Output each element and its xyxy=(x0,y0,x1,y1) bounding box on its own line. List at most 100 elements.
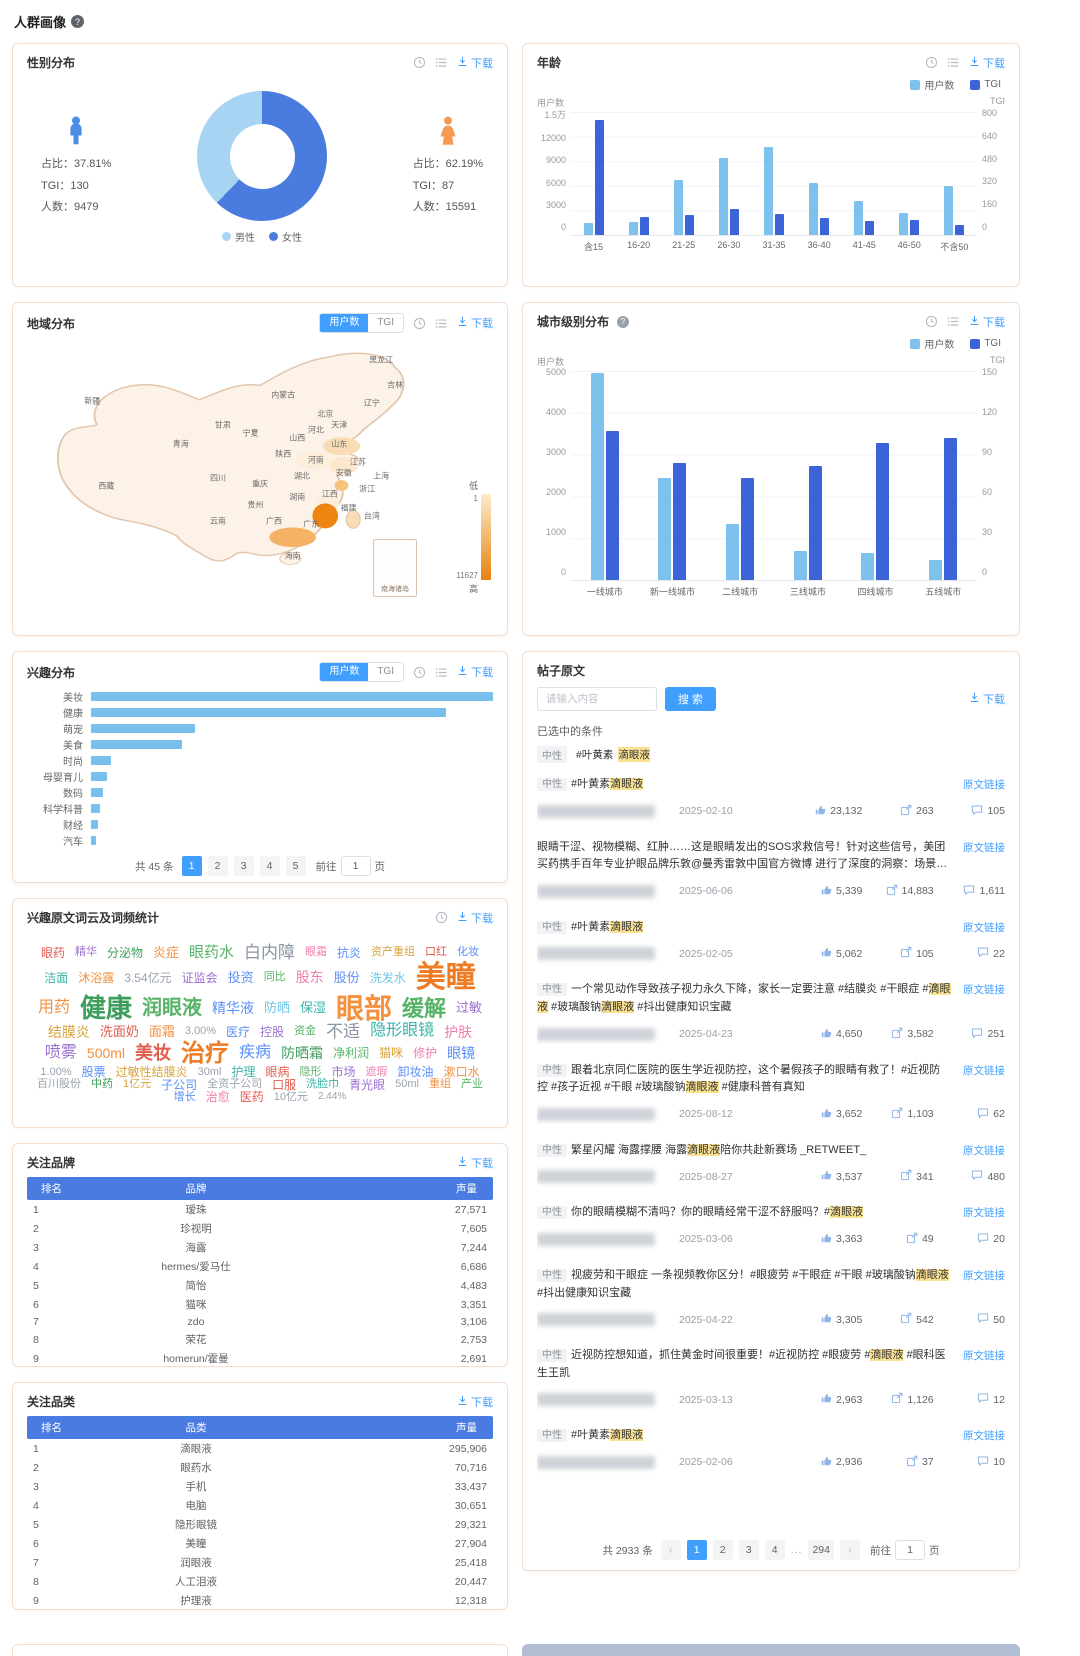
original-link[interactable]: 原文链接 xyxy=(963,921,1005,934)
cloud-word: 30ml xyxy=(197,1065,222,1078)
female-tgi: TGI：87 xyxy=(412,179,455,192)
like-count: 2,963 xyxy=(836,1393,863,1406)
comment-icon[interactable] xyxy=(977,1232,989,1247)
page-button[interactable]: 1 xyxy=(686,1540,707,1560)
original-link[interactable]: 原文链接 xyxy=(963,1350,1005,1363)
share-icon[interactable] xyxy=(900,946,912,961)
like-icon[interactable] xyxy=(820,1455,832,1470)
original-link[interactable]: 原文链接 xyxy=(963,984,1005,997)
female-stats: 占比：62.19% TGI：87 人数：15591 xyxy=(413,116,483,218)
province-label: 上海 xyxy=(373,471,390,481)
clock-icon[interactable] xyxy=(925,56,938,69)
search-input[interactable] xyxy=(537,687,657,711)
china-map[interactable]: 南海诸岛 低 1 11627 高 黑龙江 吉林 辽宁 内蒙古 新疆 北京 天津 河北 山西 山东 宁… xyxy=(27,339,493,607)
list-icon[interactable] xyxy=(947,56,960,69)
original-link[interactable]: 原文链接 xyxy=(963,779,1005,791)
like-icon[interactable] xyxy=(820,1169,832,1184)
comment-icon[interactable] xyxy=(977,1455,989,1470)
like-icon[interactable] xyxy=(820,946,832,961)
y-tick-label: 6000 xyxy=(545,177,566,188)
share-icon[interactable] xyxy=(891,1107,903,1122)
toggle-users[interactable]: 用户数 xyxy=(320,663,369,681)
cloud-word: 眼病 xyxy=(265,1064,290,1079)
original-link[interactable]: 原文链接 xyxy=(963,1430,1005,1443)
original-link[interactable]: 原文链接 xyxy=(963,1064,1005,1077)
download-button[interactable]: 下载 xyxy=(457,315,493,331)
like-icon[interactable] xyxy=(820,1027,832,1042)
like-icon[interactable] xyxy=(820,1232,832,1247)
share-icon[interactable] xyxy=(906,1455,918,1470)
comment-icon[interactable] xyxy=(963,884,975,899)
province-highlight-shanghai xyxy=(334,480,349,491)
bar-group xyxy=(658,371,687,580)
toggle-tgi[interactable]: TGI xyxy=(368,663,403,681)
share-icon[interactable] xyxy=(900,804,912,819)
share-icon[interactable] xyxy=(900,1312,912,1327)
comment-icon[interactable] xyxy=(971,1169,983,1184)
download-button[interactable]: 下载 xyxy=(969,691,1005,707)
original-link[interactable]: 原文链接 xyxy=(963,1269,1005,1282)
share-icon[interactable] xyxy=(900,1169,912,1184)
download-button[interactable]: 下载 xyxy=(457,664,493,680)
bar-group xyxy=(793,371,822,580)
toggle-users[interactable]: 用户数 xyxy=(320,314,369,332)
list-icon[interactable] xyxy=(947,315,960,328)
share-icon[interactable] xyxy=(891,1027,903,1042)
download-button[interactable]: 下载 xyxy=(457,910,493,926)
like-icon[interactable] xyxy=(820,1312,832,1327)
toggle-tgi[interactable]: TGI xyxy=(368,314,403,332)
chip-text: #叶黄素 xyxy=(576,749,614,761)
list-icon[interactable] xyxy=(435,317,448,330)
list-icon[interactable] xyxy=(435,56,448,69)
comment-icon[interactable] xyxy=(971,804,983,819)
download-button[interactable]: 下载 xyxy=(969,55,1005,71)
like-icon[interactable] xyxy=(820,1107,832,1122)
clock-icon[interactable] xyxy=(435,911,448,924)
download-button[interactable]: 下载 xyxy=(969,314,1005,330)
like-icon[interactable] xyxy=(820,884,832,899)
download-button[interactable]: 下载 xyxy=(457,1155,493,1171)
clock-icon[interactable] xyxy=(413,317,426,330)
page-button[interactable]: 4 xyxy=(259,856,280,876)
goto-page-input[interactable] xyxy=(340,856,371,876)
share-icon[interactable] xyxy=(891,1392,903,1407)
comment-icon[interactable] xyxy=(977,1392,989,1407)
interest-category-label: 财经 xyxy=(63,820,83,832)
prev-page-button[interactable]: ‹ xyxy=(660,1540,681,1560)
page-button[interactable]: 4 xyxy=(764,1540,785,1560)
page-button[interactable]: 2 xyxy=(207,856,228,876)
rank-cell: 3 xyxy=(33,1480,39,1493)
name-cell: 滴眼液 xyxy=(180,1443,212,1455)
share-icon[interactable] xyxy=(886,884,898,899)
download-button[interactable]: 下载 xyxy=(457,1394,493,1410)
page-button[interactable]: 5 xyxy=(285,856,306,876)
comment-icon[interactable] xyxy=(977,1312,989,1327)
comment-icon[interactable] xyxy=(977,946,989,961)
original-link[interactable]: 原文链接 xyxy=(963,1144,1005,1157)
comment-icon[interactable] xyxy=(977,1107,989,1122)
volume-cell: 25,418 xyxy=(454,1556,487,1569)
help-icon[interactable]: ? xyxy=(617,315,630,328)
goto-page-input[interactable] xyxy=(895,1540,925,1560)
clock-icon[interactable] xyxy=(413,56,426,69)
page-button[interactable]: 1 xyxy=(181,856,202,876)
clock-icon[interactable] xyxy=(925,315,938,328)
like-icon[interactable] xyxy=(814,804,826,819)
interest-bar-track xyxy=(91,723,493,733)
clock-icon[interactable] xyxy=(413,666,426,679)
search-button[interactable]: 搜 索 xyxy=(665,687,717,711)
page-button[interactable]: 3 xyxy=(233,856,254,876)
page-button[interactable]: 3 xyxy=(738,1540,759,1560)
next-page-button[interactable]: › xyxy=(840,1540,860,1560)
original-link[interactable]: 原文链接 xyxy=(963,841,1005,854)
tgi-bar xyxy=(876,443,890,580)
page-button[interactable]: 294 xyxy=(808,1540,834,1560)
original-link[interactable]: 原文链接 xyxy=(963,1207,1005,1220)
download-button[interactable]: 下载 xyxy=(457,55,493,71)
comment-icon[interactable] xyxy=(971,1027,983,1042)
share-icon[interactable] xyxy=(906,1232,918,1247)
like-icon[interactable] xyxy=(820,1392,832,1407)
list-icon[interactable] xyxy=(435,666,448,679)
page-button[interactable]: 2 xyxy=(712,1540,733,1560)
help-icon[interactable]: ? xyxy=(71,15,85,28)
